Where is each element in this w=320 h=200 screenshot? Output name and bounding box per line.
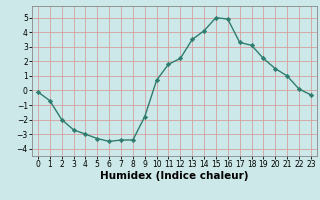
- X-axis label: Humidex (Indice chaleur): Humidex (Indice chaleur): [100, 171, 249, 181]
